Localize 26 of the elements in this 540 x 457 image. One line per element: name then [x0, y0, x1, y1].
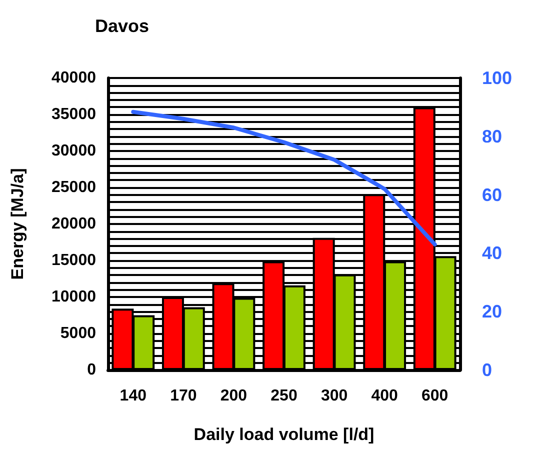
y2-tick-label: 60: [482, 184, 502, 205]
y2-tick-label: 40: [482, 243, 502, 264]
x-tick-label: 200: [220, 388, 248, 404]
y2-tick-label: 100: [482, 68, 512, 88]
x-axis-title: Daily load volume [l/d]: [194, 425, 374, 444]
y2-tick-label: 80: [482, 126, 502, 146]
x-tick-label: 170: [170, 388, 197, 404]
x-tick-label: 400: [371, 388, 398, 404]
x-tick-label: 250: [270, 388, 298, 404]
y2-tick-label: 20: [482, 302, 502, 322]
chart-title: Davos: [95, 16, 150, 36]
y-tick-label: 40000: [52, 70, 96, 86]
y-axis-title: Energy [MJ/a]: [8, 168, 27, 280]
y-tick-label: 25000: [52, 179, 96, 196]
y-tick-label: 15000: [52, 252, 96, 269]
y-tick-label: 10000: [52, 288, 96, 306]
y-tick-label: 5000: [60, 325, 96, 342]
line-series: [131, 110, 437, 246]
x-tick-label: 600: [422, 388, 448, 404]
x-tick-label: 140: [120, 388, 147, 404]
y-tick-label: 20000: [52, 216, 96, 232]
x-tick-label: 300: [320, 388, 348, 404]
y2-tick-label: 0: [482, 360, 492, 380]
y-tick-label: 35000: [52, 106, 96, 123]
y-tick-label: 30000: [52, 142, 96, 160]
y-tick-label: 0: [87, 362, 96, 378]
